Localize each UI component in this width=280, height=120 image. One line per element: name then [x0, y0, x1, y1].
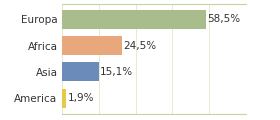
Bar [62, 36, 122, 55]
Bar [62, 10, 206, 29]
Text: 15,1%: 15,1% [100, 67, 133, 77]
Bar [62, 63, 99, 81]
Text: 1,9%: 1,9% [68, 93, 94, 103]
Text: 58,5%: 58,5% [207, 14, 240, 24]
Bar [62, 89, 66, 108]
Text: 24,5%: 24,5% [123, 41, 157, 51]
